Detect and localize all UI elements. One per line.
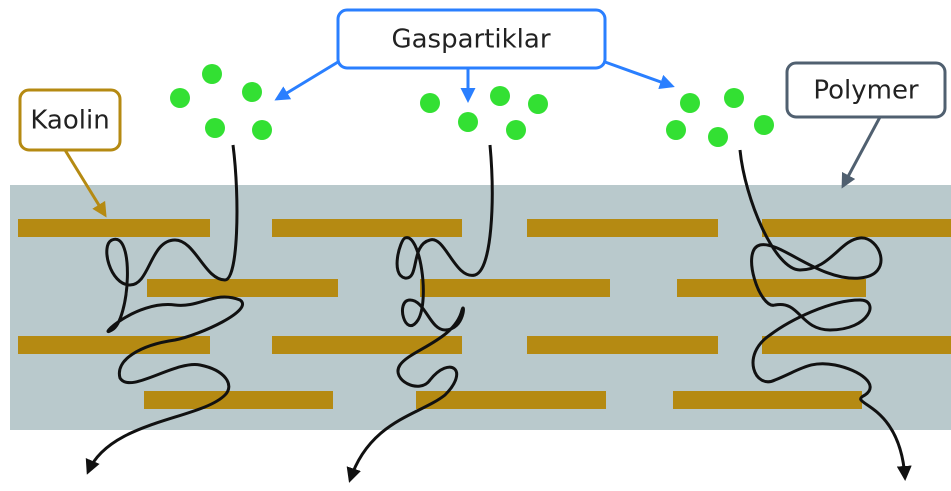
gas-label: Gaspartiklar	[391, 25, 550, 55]
gas-particles	[170, 64, 774, 147]
arrow	[843, 117, 880, 186]
arrow	[277, 62, 338, 99]
polymer-label: Polymer	[813, 76, 919, 106]
arrow	[605, 62, 672, 86]
kaolin-label: Kaolin	[30, 106, 109, 136]
diagram: Gaspartiklar Kaolin Polymer	[0, 0, 951, 491]
